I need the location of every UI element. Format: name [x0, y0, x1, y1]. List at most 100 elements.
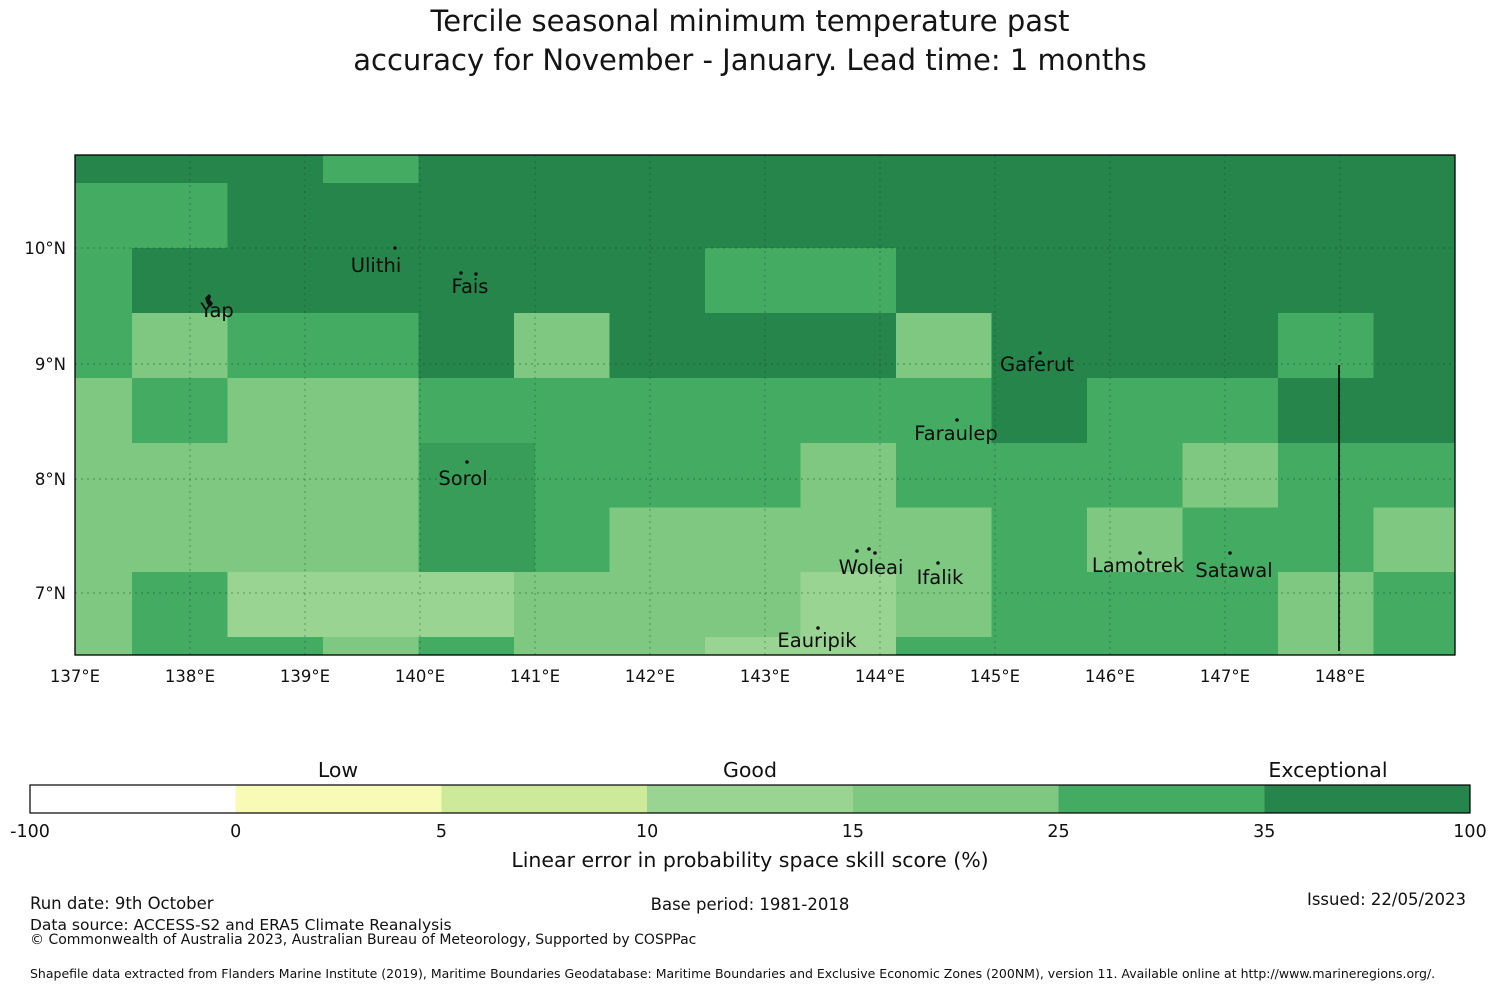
map-cell — [705, 443, 801, 508]
map-cell — [705, 378, 801, 443]
x-tick-label: 137°E — [50, 667, 100, 686]
map-cell — [991, 155, 1087, 183]
y-tick-label: 10°N — [24, 239, 66, 258]
map-cell — [991, 183, 1087, 248]
x-axis-ticks: 137°E 138°E 139°E 140°E 141°E 142°E 143°E 144°E… — [50, 667, 1365, 686]
island-dot-marker — [459, 271, 463, 275]
map-cell — [1278, 313, 1374, 378]
map-cell — [323, 183, 419, 248]
map-cell — [514, 183, 610, 248]
map-cell — [1087, 637, 1183, 655]
colorbar-segment — [852, 785, 1059, 813]
map-cell — [1087, 443, 1183, 508]
map-cell — [227, 183, 323, 248]
island-label: Yap — [199, 299, 234, 322]
map-cell — [1182, 378, 1278, 443]
colorbar-segment — [1058, 785, 1265, 813]
map-cell — [705, 572, 801, 637]
map-cell — [227, 572, 323, 637]
map-cell — [800, 572, 896, 637]
map-cell — [1373, 572, 1455, 637]
copyright-text: © Commonwealth of Australia 2023, Austra… — [30, 932, 697, 948]
map-cell — [227, 637, 323, 655]
issued-date-text: Issued: 22/05/2023 — [1306, 890, 1466, 909]
map-cell — [514, 248, 610, 313]
map-cell — [705, 248, 801, 313]
map-cell — [75, 155, 132, 183]
map-cell — [514, 155, 610, 183]
island-label: Sorol — [438, 467, 487, 490]
map-frame — [74, 154, 1456, 656]
map-cell — [1182, 183, 1278, 248]
island-dot-marker — [955, 418, 959, 422]
map-cell — [609, 572, 705, 637]
map-cell — [418, 637, 514, 655]
map-cell — [896, 155, 992, 183]
colorbar-category-label: Exceptional — [1268, 758, 1387, 782]
map-cell — [1278, 443, 1374, 508]
x-tick-label: 142°E — [625, 667, 675, 686]
map-cell — [705, 507, 801, 572]
map-cell — [418, 313, 514, 378]
colorbar-segment — [441, 785, 648, 813]
map-cell — [896, 248, 992, 313]
colorbar-segment — [30, 785, 236, 813]
map-cell — [227, 248, 323, 313]
map-cell — [132, 378, 228, 443]
map-cell — [132, 572, 228, 637]
map-cell — [1182, 443, 1278, 508]
graticule — [75, 155, 1455, 655]
map-cell — [1182, 507, 1278, 572]
map-cell — [800, 637, 896, 655]
island-dot-marker — [855, 549, 859, 553]
island-label: Faraulep — [914, 422, 998, 445]
data-source-text: Data source: ACCESS-S2 and ERA5 Climate … — [30, 916, 452, 934]
map-cell — [1182, 313, 1278, 378]
map-cell — [705, 637, 801, 655]
x-tick-label: 148°E — [1315, 667, 1365, 686]
map-cell — [800, 155, 896, 183]
map-cell — [514, 637, 610, 655]
island-dot-marker — [1228, 551, 1232, 555]
map-cell — [75, 572, 132, 637]
map-cell — [609, 507, 705, 572]
island-label: Lamotrek — [1092, 554, 1185, 577]
map-cell — [991, 572, 1087, 637]
map-cell — [75, 313, 132, 378]
colorbar-tick-label: 5 — [436, 822, 447, 842]
colorbar: -100 0 5 10 15 25 35 100 Low Good Exceptional Linea… — [10, 758, 1487, 872]
map-cell — [75, 637, 132, 655]
map-cell — [896, 183, 992, 248]
map-cells — [75, 155, 1455, 655]
x-tick-label: 140°E — [395, 667, 445, 686]
map-cell — [323, 572, 419, 637]
map-cell — [1373, 313, 1455, 378]
map-cell — [323, 155, 419, 183]
map-cell — [1087, 248, 1183, 313]
island-dot-marker — [1038, 351, 1042, 355]
island-dot-marker — [1138, 551, 1142, 555]
y-tick-label: 7°N — [35, 584, 66, 603]
map-cell — [1087, 507, 1183, 572]
map-cell — [1087, 572, 1183, 637]
island-dot-marker — [873, 551, 877, 555]
map-cell — [609, 183, 705, 248]
map-cell — [132, 507, 228, 572]
map-cell — [800, 183, 896, 248]
colorbar-tick-label: 15 — [842, 822, 864, 842]
map-cell — [323, 378, 419, 443]
map-cell — [418, 248, 514, 313]
chart-title: Tercile seasonal minimum temperature pas… — [0, 2, 1500, 80]
y-tick-label: 9°N — [35, 355, 66, 374]
map-cell — [800, 507, 896, 572]
map-cell — [705, 183, 801, 248]
map-cell — [227, 507, 323, 572]
map-cell — [1278, 378, 1374, 443]
island-label: Eauripik — [777, 629, 857, 652]
map-cell — [514, 572, 610, 637]
map-cell-override — [420, 443, 535, 572]
map-cell — [800, 313, 896, 378]
map-cell — [800, 378, 896, 443]
map-cell — [896, 313, 992, 378]
map-cell — [1087, 378, 1183, 443]
